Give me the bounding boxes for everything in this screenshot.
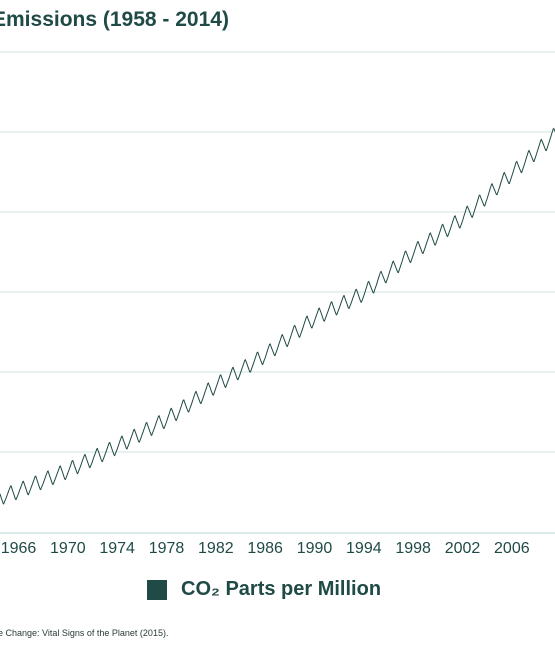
series-layer: [0, 127, 555, 505]
chart-title: Emissions (1958 - 2014): [0, 8, 229, 31]
x-tick-label: 2006: [494, 540, 530, 557]
x-tick-label: 1998: [395, 540, 431, 557]
x-tick-label: 1986: [247, 540, 283, 557]
x-tick-label: 1966: [1, 540, 37, 557]
x-tick-label: 1982: [198, 540, 234, 557]
gridlines: [0, 51, 555, 534]
x-tick-label: 1990: [297, 540, 333, 557]
x-tick-label: 2002: [445, 540, 481, 557]
x-tick-label: 1978: [149, 540, 185, 557]
x-tick-label: 1970: [50, 540, 86, 557]
source-note: e Change: Vital Signs of the Planet (201…: [0, 628, 169, 638]
legend-label: CO₂ Parts per Million: [181, 578, 382, 600]
x-tick-label: 1974: [99, 540, 135, 557]
legend-swatch: [147, 579, 167, 600]
x-tick-label: 1994: [346, 540, 382, 557]
x-axis-ticks: 1966 1970 1974 1978 1982 1986 1990 1994 1998 2002…: [1, 540, 530, 557]
legend: CO₂ Parts per Million: [147, 578, 381, 601]
series-line-co2: [0, 127, 555, 505]
